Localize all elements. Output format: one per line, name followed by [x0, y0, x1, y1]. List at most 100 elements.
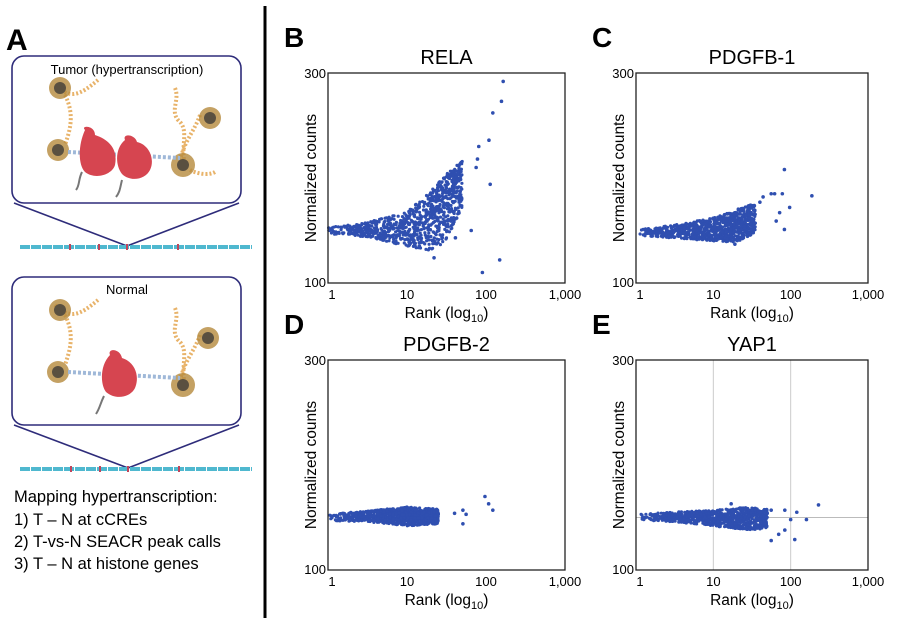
data-point [446, 225, 450, 229]
data-point [658, 226, 662, 230]
data-point [459, 186, 463, 190]
data-point [716, 519, 720, 523]
data-point [448, 175, 452, 179]
data-point [358, 513, 362, 518]
data-point [417, 210, 422, 214]
data-point [372, 226, 376, 230]
data-point [423, 233, 427, 237]
data-point [665, 512, 669, 517]
plot-frame [635, 359, 869, 571]
data-point [447, 193, 451, 197]
data-point [330, 516, 334, 520]
chart-title: RELA [420, 47, 473, 69]
data-point [408, 227, 412, 231]
data-point [439, 233, 443, 237]
data-point [747, 514, 751, 518]
data-point [426, 521, 430, 526]
data-point [678, 234, 682, 238]
data-point [348, 224, 352, 228]
data-point [736, 217, 740, 221]
plot-frame [327, 359, 566, 571]
data-point [396, 214, 400, 218]
data-point [412, 242, 417, 246]
data-point [708, 217, 712, 221]
data-point [423, 242, 427, 246]
data-point [730, 509, 734, 513]
data-point-outlier [804, 517, 809, 522]
data-point [704, 522, 708, 527]
data-point [748, 232, 752, 236]
data-point [757, 513, 762, 517]
data-point [730, 215, 734, 219]
data-point [723, 512, 727, 516]
data-point [639, 228, 644, 232]
data-point [452, 187, 456, 191]
data-point [682, 236, 686, 240]
data-point [658, 516, 663, 520]
data-point [707, 233, 711, 237]
data-point [695, 511, 699, 515]
data-point [765, 507, 769, 511]
data-point [662, 514, 666, 518]
data-point [417, 236, 421, 240]
data-point [444, 237, 448, 241]
data-point-outlier [475, 157, 480, 161]
data-point [714, 510, 718, 515]
data-point [455, 216, 459, 220]
data-point [724, 234, 728, 238]
data-point [453, 167, 457, 171]
data-point [407, 239, 411, 243]
x-tick-label: 1,000 [852, 287, 885, 302]
data-point [417, 516, 422, 520]
data-point [458, 177, 463, 181]
data-point [679, 510, 684, 514]
rna-transcript-icon [95, 395, 105, 415]
data-point [693, 522, 697, 526]
plot-area [328, 360, 565, 570]
y-tick-label: 300 [612, 66, 634, 81]
data-point [678, 512, 682, 517]
data-point [744, 214, 748, 218]
data-point [750, 515, 754, 519]
data-point [448, 197, 452, 201]
data-point [327, 228, 332, 232]
data-point [666, 225, 670, 229]
data-point [675, 515, 679, 519]
data-point [741, 524, 745, 528]
data-point [432, 510, 436, 514]
data-point [424, 193, 429, 198]
data-point [696, 514, 700, 518]
data-point [426, 210, 431, 214]
plot-area [636, 73, 868, 283]
panel-letter: B [284, 22, 304, 53]
data-point-outlier [769, 508, 773, 512]
data-point [726, 522, 731, 527]
data-point [431, 187, 435, 191]
data-point [726, 514, 730, 519]
data-point [748, 520, 752, 524]
data-point [336, 519, 340, 523]
data-point [685, 236, 689, 240]
data-point-outlier [792, 537, 797, 542]
data-point [742, 224, 747, 228]
data-point [457, 211, 461, 215]
data-point [413, 508, 418, 512]
data-point [752, 513, 756, 517]
data-point [431, 190, 435, 194]
data-point [452, 209, 456, 213]
data-point [431, 230, 435, 234]
data-point [452, 183, 456, 187]
normal-label: Normal [106, 282, 148, 297]
data-point [722, 519, 726, 523]
data-point [371, 232, 376, 236]
data-point [437, 238, 441, 242]
data-point-outlier [497, 258, 502, 262]
data-point [734, 525, 738, 529]
data-point [459, 170, 463, 174]
data-point [406, 506, 410, 510]
data-point [407, 209, 411, 214]
data-point [435, 197, 439, 201]
data-point [402, 217, 406, 221]
data-point [440, 191, 445, 196]
x-tick-label: 100 [780, 574, 802, 589]
